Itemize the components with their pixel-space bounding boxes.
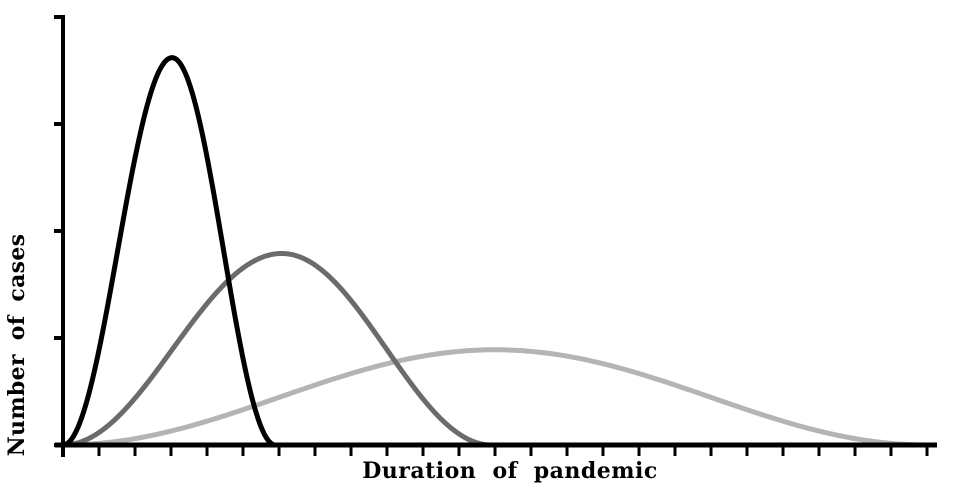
y-axis-label: Number of cases: [4, 233, 30, 457]
series-line-1: [60, 250, 494, 448]
series-line-0: [60, 55, 278, 448]
axes-layer: [54, 15, 937, 457]
x-axis-label: Duration of pandemic: [362, 458, 658, 484]
series-line-2: [60, 347, 930, 448]
series-layer: [60, 55, 930, 448]
